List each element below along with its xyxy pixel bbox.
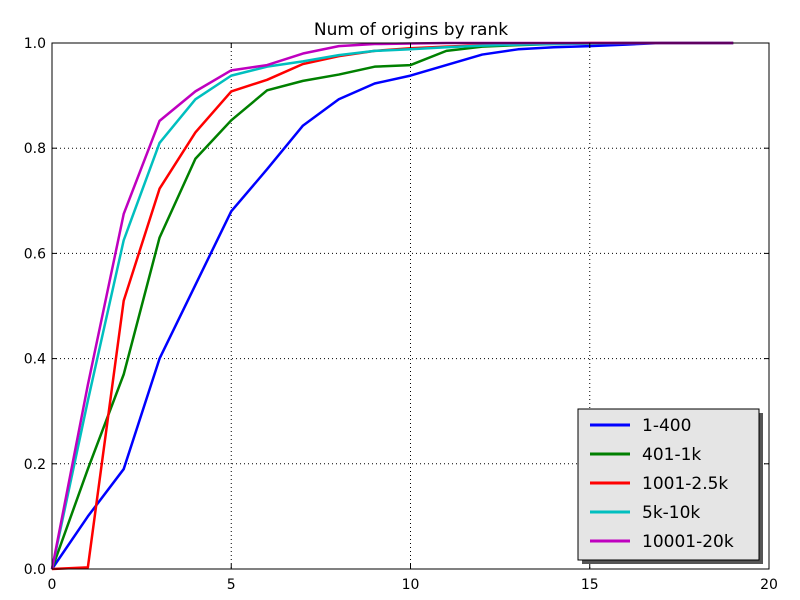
y-tick-label: 0.0 (24, 562, 46, 578)
x-tick-label: 5 (227, 577, 236, 593)
legend-label: 5k-10k (642, 503, 700, 523)
axis-ticks: 0 5 10 15 20 0.0 0.2 0.4 0.6 0.8 1.0 (24, 36, 778, 593)
legend-label: 401-1k (642, 445, 701, 465)
legend-label: 10001-20k (642, 532, 734, 552)
legend: 1-400 401-1k 1001-2.5k 5k-10k 10001-20k (577, 408, 763, 564)
legend-label: 1-400 (642, 416, 691, 436)
y-tick-label: 0.8 (24, 141, 46, 157)
series-line (50, 41, 734, 570)
x-tick-label: 10 (402, 577, 420, 593)
chart-title: Num of origins by rank (314, 20, 508, 40)
x-tick-label: 20 (760, 577, 778, 593)
y-tick-label: 0.4 (24, 352, 46, 368)
y-tick-label: 0.6 (24, 246, 46, 262)
y-tick-label: 0.2 (24, 457, 46, 473)
x-tick-label: 15 (581, 577, 599, 593)
y-tick-label: 1.0 (24, 36, 46, 52)
x-tick-label: 0 (48, 577, 57, 593)
series-0 (50, 41, 734, 570)
legend-label: 1001-2.5k (642, 474, 728, 494)
